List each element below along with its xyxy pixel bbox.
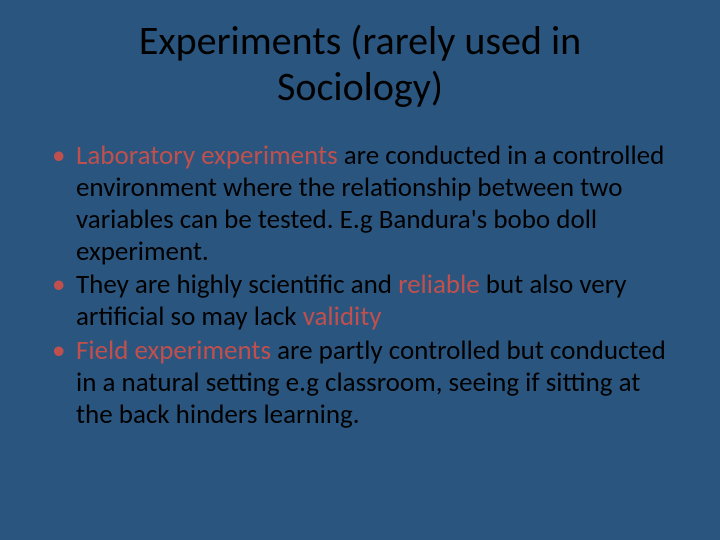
list-item: They are highly scientific and reliable … <box>48 269 672 333</box>
list-item: Laboratory experiments are conducted in … <box>48 140 672 267</box>
highlighted-text: reliable <box>398 268 480 301</box>
highlighted-text: Laboratory experiments <box>76 139 344 172</box>
list-item: Field experiments are partly controlled … <box>48 335 672 431</box>
slide: Experiments (rarely used in Sociology) L… <box>0 0 720 540</box>
bullet-list: Laboratory experiments are conducted in … <box>48 140 672 431</box>
highlighted-text: validity <box>303 300 382 333</box>
highlighted-text: Field experiments <box>76 334 277 367</box>
slide-title: Experiments (rarely used in Sociology) <box>48 18 672 110</box>
body-text: They are highly scientific and <box>76 268 398 301</box>
